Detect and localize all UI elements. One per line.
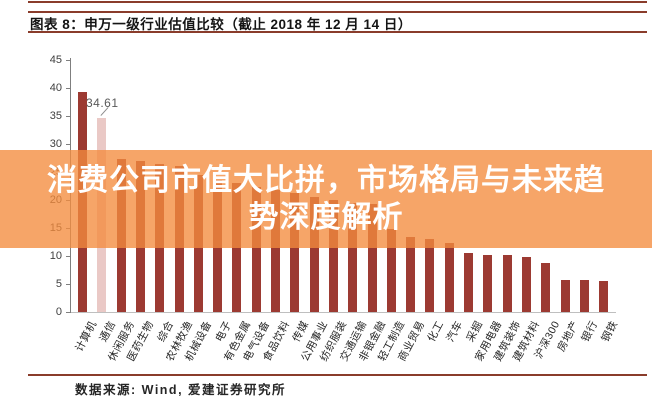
- y-tick-label-40: 40: [49, 82, 62, 94]
- bar-建筑装饰: [502, 255, 512, 312]
- bar-公用事业: [309, 196, 319, 312]
- top-rule-inner: [28, 11, 647, 13]
- highlight-value-label: 34.61: [86, 96, 119, 110]
- bar-银行: [579, 280, 589, 312]
- bar-建筑材料: [521, 256, 531, 312]
- x-label-钢铁: 钢铁: [599, 318, 620, 344]
- bar-交通运输: [348, 202, 358, 312]
- y-tick-label-30: 30: [49, 138, 62, 150]
- bar-传媒: [290, 193, 300, 312]
- y-tick-mark-10: [66, 256, 71, 257]
- bar-食品饮料: [271, 189, 280, 312]
- y-tick-mark-30: [66, 144, 71, 145]
- overlay-banner: 消费公司市值大比拼，市场格局与未来趋 势深度解析: [0, 150, 652, 248]
- x-label-化工: 化工: [425, 318, 447, 344]
- top-rule-outer: [28, 1, 647, 3]
- y-tick-mark-35: [66, 116, 71, 117]
- bar-电气设备: [251, 186, 261, 312]
- y-tick-label-45: 45: [49, 54, 62, 66]
- bar-采掘: [464, 252, 473, 312]
- bar-家用电器: [483, 254, 493, 312]
- title-underline-rule: [28, 31, 647, 33]
- bar-沪深300: [541, 263, 551, 312]
- bar-纺织服装: [328, 200, 338, 312]
- bar-化工: [425, 239, 435, 312]
- y-tick-mark-0: [66, 312, 71, 313]
- chart-title: 图表 8：申万一级行业估值比较（截止 2018 年 12 月 14 日）: [30, 17, 412, 32]
- bar-轻工制造: [386, 228, 396, 312]
- y-tick-label-35: 35: [49, 110, 62, 122]
- bar-钢铁: [599, 281, 609, 312]
- x-label-汽车: 汽车: [444, 318, 466, 344]
- bar-商业贸易: [406, 236, 416, 312]
- x-label-银行: 银行: [579, 318, 601, 344]
- y-tick-mark-45: [66, 60, 71, 61]
- banner-text-line1: 消费公司市值大比拼，市场格局与未来趋: [47, 164, 605, 197]
- bar-房地产: [560, 279, 570, 312]
- banner-text-line2: 势深度解析: [248, 201, 404, 234]
- y-tick-mark-40: [66, 88, 71, 89]
- y-tick-label-10: 10: [49, 250, 62, 262]
- y-tick-label-0: 0: [55, 306, 62, 318]
- bar-非银金融: [367, 203, 377, 312]
- bar-汽车: [444, 243, 454, 312]
- y-tick-label-5: 5: [55, 278, 62, 290]
- bottom-rule: [28, 374, 647, 376]
- x-axis-line: [70, 312, 616, 313]
- data-source-note: 数据来源: Wind, 爱建证券研究所: [75, 383, 287, 397]
- y-tick-mark-5: [66, 284, 71, 285]
